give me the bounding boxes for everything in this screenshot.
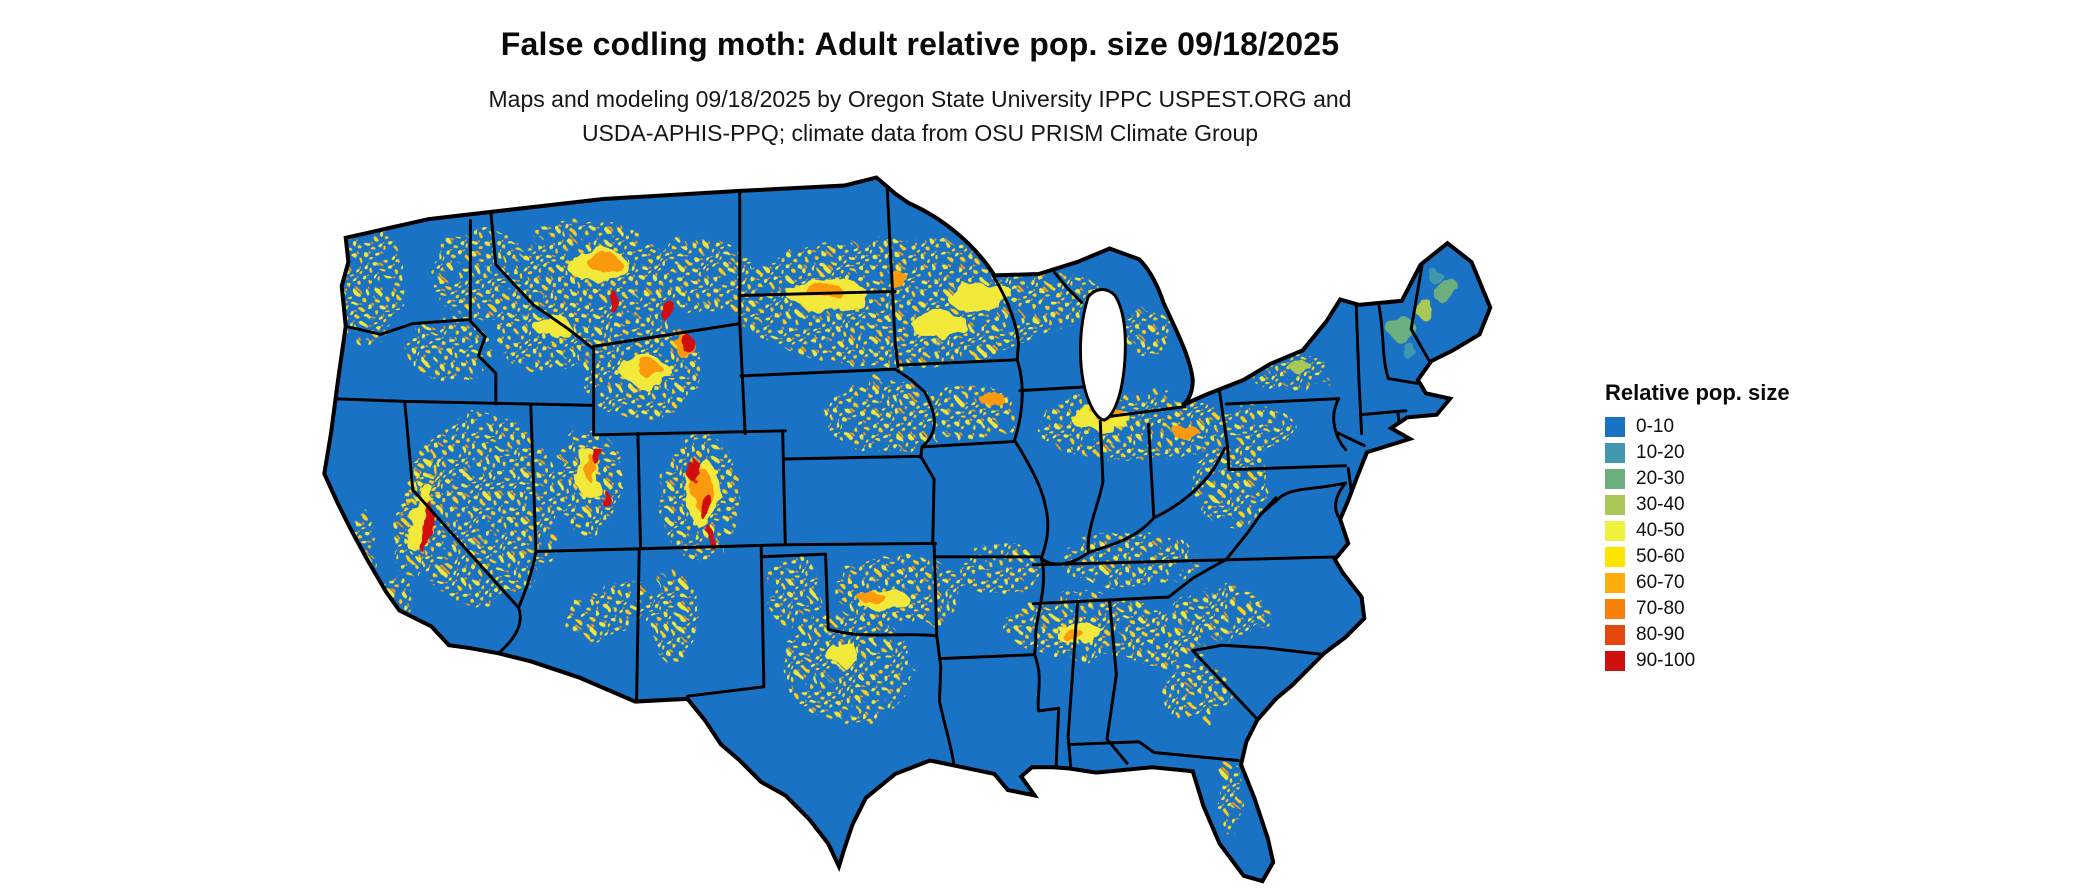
legend-item: 90-100 xyxy=(1605,650,1790,671)
legend-label: 30-40 xyxy=(1636,493,1685,515)
legend-label: 40-50 xyxy=(1636,519,1685,541)
legend-label: 80-90 xyxy=(1636,623,1685,645)
legend-item: 50-60 xyxy=(1605,546,1790,567)
legend-item: 0-10 xyxy=(1605,416,1790,437)
legend-swatch xyxy=(1605,572,1625,593)
map-title: False codling moth: Adult relative pop. … xyxy=(500,26,1340,62)
legend-item: 10-20 xyxy=(1605,442,1790,463)
legend-label: 70-80 xyxy=(1636,597,1685,619)
legend-label: 0-10 xyxy=(1636,415,1675,437)
legend-swatch xyxy=(1605,624,1625,645)
legend-swatch xyxy=(1605,442,1625,463)
legend-item: 60-70 xyxy=(1605,572,1790,593)
legend-items: 0-10 10-20 20-30 30-40 40-50 50-60 60-70 70-80 8… xyxy=(1605,416,1790,671)
legend-title: Relative pop. size xyxy=(1605,380,1790,405)
legend-item: 80-90 xyxy=(1605,624,1790,645)
legend-label: 60-70 xyxy=(1636,571,1685,593)
legend-swatch xyxy=(1605,598,1625,619)
legend-item: 40-50 xyxy=(1605,520,1790,541)
legend-item: 70-80 xyxy=(1605,598,1790,619)
legend-swatch xyxy=(1605,520,1625,541)
legend-swatch xyxy=(1605,416,1625,437)
subtitle-line-1: Maps and modeling 09/18/2025 by Oregon S… xyxy=(488,86,1352,112)
legend-swatch xyxy=(1605,650,1625,671)
us-map xyxy=(268,168,1568,892)
us-map-svg xyxy=(268,168,1568,892)
legend-swatch xyxy=(1605,494,1625,515)
state-borders xyxy=(329,186,1431,769)
population-raster xyxy=(324,221,1460,836)
legend-swatch xyxy=(1605,546,1625,567)
legend-item: 30-40 xyxy=(1605,494,1790,515)
legend: Relative pop. size 0-10 10-20 20-30 30-40 40… xyxy=(1605,380,1790,676)
legend-swatch xyxy=(1605,468,1625,489)
lake-michigan xyxy=(1078,288,1127,422)
legend-label: 20-30 xyxy=(1636,467,1685,489)
map-subtitle: Maps and modeling 09/18/2025 by Oregon S… xyxy=(0,82,1840,150)
legend-label: 50-60 xyxy=(1636,545,1685,567)
legend-item: 20-30 xyxy=(1605,468,1790,489)
subtitle-line-2: USDA-APHIS-PPQ; climate data from OSU PR… xyxy=(581,120,1259,146)
legend-label: 90-100 xyxy=(1636,649,1696,671)
legend-label: 10-20 xyxy=(1636,441,1685,463)
